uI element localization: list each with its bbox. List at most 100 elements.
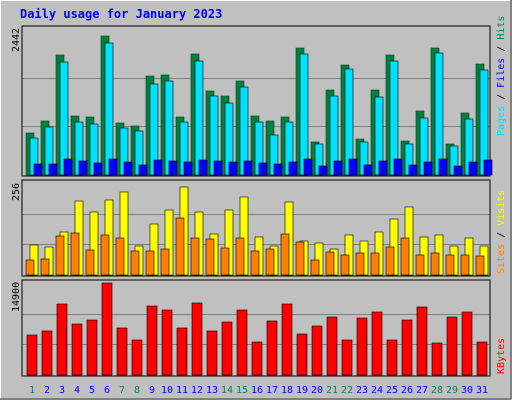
middle-sites-bar-31 [475, 255, 485, 276]
middle-sites-bar-5 [85, 249, 95, 276]
legend-pages: Pages [496, 106, 507, 136]
middle-sites-bar-22 [340, 254, 350, 276]
bottom-kbytes-bar-17 [266, 320, 278, 376]
bottom-kbytes-bar-3 [56, 303, 68, 376]
legend-kbytes: KBytes [496, 338, 507, 374]
bottom-kbytes-bar-26 [401, 319, 413, 376]
top-pages-bar-1 [33, 163, 43, 176]
middle-sites-bar-10 [160, 248, 170, 276]
middle-sites-bar-14 [220, 247, 230, 276]
x-label-3: 3 [59, 385, 65, 396]
x-label-8: 8 [134, 385, 140, 396]
bottom-kbytes-bar-27 [416, 306, 428, 376]
x-label-11: 11 [176, 385, 188, 396]
bottom-kbytes-bar-30 [461, 311, 473, 376]
x-label-2: 2 [44, 385, 50, 396]
top-pages-bar-23 [363, 164, 373, 176]
middle-sites-bar-7 [115, 237, 125, 276]
bottom-kbytes-bar-28 [431, 342, 443, 376]
bottom-kbytes-bar-4 [71, 323, 83, 376]
top-files-bar-3 [59, 61, 69, 176]
top-pages-bar-11 [183, 161, 193, 176]
bottom-kbytes-bar-23 [356, 317, 368, 376]
bottom-kbytes-bar-9 [146, 305, 158, 376]
middle-sites-bar-19 [295, 241, 305, 276]
x-label-4: 4 [74, 385, 80, 396]
x-label-1: 1 [29, 385, 35, 396]
bottom-kbytes-bar-15 [236, 309, 248, 376]
middle-sites-bar-1 [25, 259, 35, 276]
top-pages-bar-25 [393, 158, 403, 176]
x-label-27: 27 [416, 385, 428, 396]
middle-sites-bar-13 [205, 238, 215, 276]
top-pages-bar-12 [198, 159, 208, 176]
top-pages-bar-14 [228, 161, 238, 176]
middle-sites-bar-9 [145, 250, 155, 276]
x-label-6: 6 [104, 385, 110, 396]
x-label-30: 30 [461, 385, 473, 396]
bottom-kbytes-bar-13 [206, 330, 218, 376]
top-files-bar-25 [389, 60, 399, 176]
x-label-16: 16 [251, 385, 263, 396]
legend-sep-1: / [496, 88, 507, 106]
x-label-10: 10 [161, 385, 173, 396]
middle-sites-bar-18 [280, 233, 290, 276]
middle-sites-bar-27 [415, 254, 425, 276]
top-pages-bar-10 [168, 160, 178, 176]
top-pages-bar-8 [138, 164, 148, 176]
bottom-kbytes-bar-21 [326, 316, 338, 376]
top-pages-bar-27 [423, 161, 433, 176]
top-files-bar-12 [194, 60, 204, 176]
top-pages-bar-18 [288, 161, 298, 176]
middle-sites-bar-21 [325, 251, 335, 276]
top-pages-bar-13 [213, 160, 223, 176]
bottom-kbytes-bar-5 [86, 319, 98, 376]
legend-sites: Sites [496, 244, 507, 274]
legend-hits: Hits [496, 16, 507, 40]
x-label-24: 24 [371, 385, 383, 396]
bottom-kbytes-bar-7 [116, 327, 128, 376]
x-label-22: 22 [341, 385, 353, 396]
x-label-14: 14 [221, 385, 233, 396]
top-pages-bar-21 [333, 160, 343, 176]
x-label-25: 25 [386, 385, 398, 396]
legend-files: Files [496, 58, 507, 88]
bottom-kbytes-bar-24 [371, 311, 383, 376]
top-pages-bar-19 [303, 158, 313, 176]
bottom-kbytes-bar-11 [176, 327, 188, 376]
legend-sep-3: / [496, 226, 507, 244]
x-label-31: 31 [476, 385, 488, 396]
middle-sites-bar-20 [310, 259, 320, 276]
top-pages-bar-6 [108, 158, 118, 176]
middle-sites-bar-30 [460, 254, 470, 276]
middle-sites-bar-15 [235, 237, 245, 276]
top-pages-bar-3 [63, 158, 73, 176]
top-pages-bar-2 [48, 163, 58, 176]
top-pages-bar-17 [273, 163, 283, 176]
x-label-29: 29 [446, 385, 458, 396]
x-label-13: 13 [206, 385, 218, 396]
x-label-7: 7 [119, 385, 125, 396]
bottom-kbytes-bar-31 [476, 341, 488, 376]
x-label-23: 23 [356, 385, 368, 396]
x-label-17: 17 [266, 385, 278, 396]
bottom-kbytes-bar-8 [131, 339, 143, 376]
top-pages-bar-22 [348, 158, 358, 176]
middle-series-legend: Sites / Visits [496, 190, 507, 274]
middle-sites-bar-24 [370, 252, 380, 276]
top-pages-bar-15 [243, 160, 253, 176]
top-pages-bar-29 [453, 165, 463, 176]
middle-sites-bar-12 [190, 237, 200, 276]
top-files-bar-31 [479, 69, 489, 176]
middle-sites-bar-29 [445, 254, 455, 276]
top-pages-bar-4 [78, 160, 88, 176]
x-label-19: 19 [296, 385, 308, 396]
top-pages-bar-30 [468, 161, 478, 176]
legend-visits: Visits [496, 190, 507, 226]
chart-bars [23, 35, 493, 376]
top-max-label: 2442 [11, 28, 22, 52]
x-label-26: 26 [401, 385, 413, 396]
middle-sites-bar-3 [55, 235, 65, 276]
x-axis-labels: 1 2 3 4 5 6 7 8 9 10 11 12 13 14 15 16 17 18 19 20 21 22 23 24 2… [29, 385, 488, 396]
